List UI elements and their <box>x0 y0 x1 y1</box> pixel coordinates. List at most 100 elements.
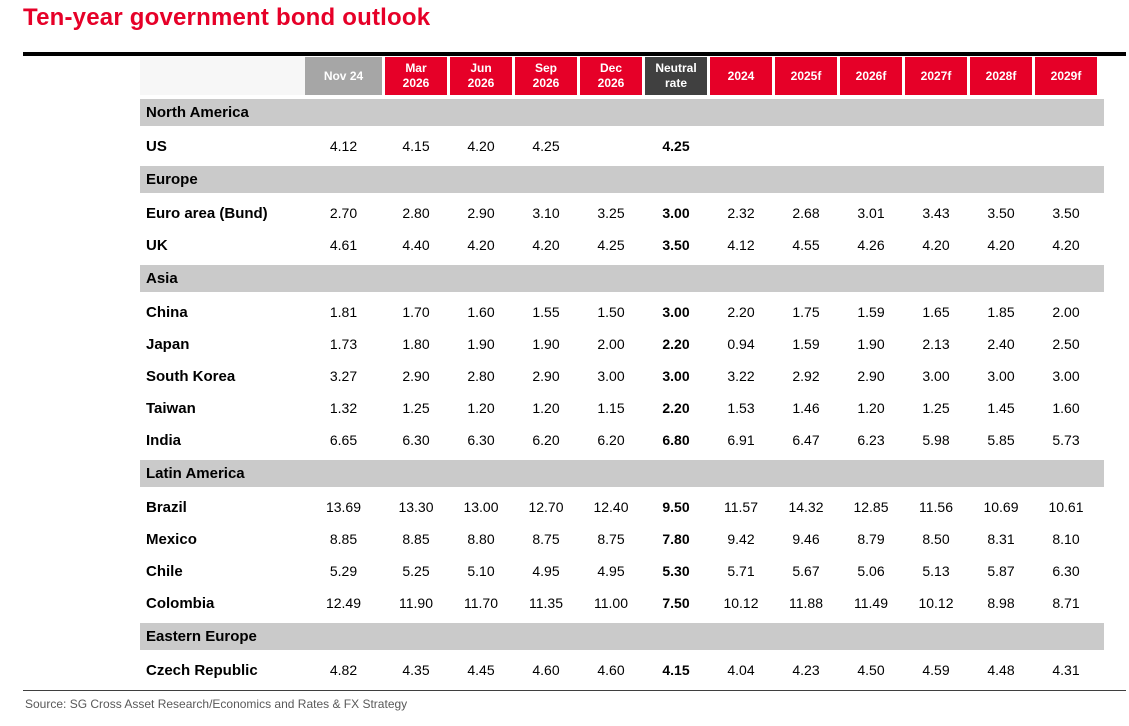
value-cell: 8.80 <box>467 531 495 547</box>
value-cell: 5.87 <box>987 563 1015 579</box>
value-cell: 6.20 <box>597 432 625 448</box>
region-band: North America <box>140 99 1104 126</box>
value-cell: 6.30 <box>467 432 495 448</box>
table-header-row: Nov 24 Mar 2026 Jun 2026 Sep 2026 Dec 2026 Ne… <box>140 57 1104 95</box>
value-cell: 5.30 <box>662 563 690 579</box>
value-cell: 2.70 <box>329 205 358 221</box>
value-cell: 3.27 <box>329 368 358 384</box>
value-cell: 14.32 <box>788 499 824 515</box>
value-cell: 3.00 <box>922 368 950 384</box>
value-cell: 8.50 <box>922 531 950 547</box>
table-row: Brazil 13.69 13.30 13.00 12.70 12.40 9.50 11.57… <box>140 491 1104 523</box>
source-note: Source: SG Cross Asset Research/Economic… <box>25 697 408 711</box>
table-row: Euro area (Bund) 2.70 2.80 2.90 3.10 3.25 3.00… <box>140 197 1104 229</box>
value-cell: 4.48 <box>987 662 1015 678</box>
column-header-mar-2026: Mar 2026 <box>385 57 447 95</box>
table-row: Colombia 12.49 11.90 11.70 11.35 11.00 7.50 10.… <box>140 587 1104 619</box>
value-cell: 10.61 <box>1048 499 1084 515</box>
value-cell: 2.20 <box>662 400 690 416</box>
value-cell: 11.88 <box>789 595 823 611</box>
country-label: Taiwan <box>146 399 196 417</box>
column-header-jun-2026: Jun 2026 <box>450 57 512 95</box>
value-cell: 2.50 <box>1052 336 1080 352</box>
value-cell: 1.59 <box>857 304 885 320</box>
column-header-2026f: 2026f <box>840 57 902 95</box>
country-label: Euro area (Bund) <box>146 204 268 222</box>
value-cell: 4.26 <box>857 237 885 253</box>
value-cell: 4.15 <box>662 662 690 678</box>
value-cell: 13.30 <box>398 499 434 515</box>
value-cell: 2.90 <box>857 368 885 384</box>
value-cell: 1.90 <box>857 336 885 352</box>
column-header-2024: 2024 <box>710 57 772 95</box>
value-cell: 4.25 <box>662 138 690 154</box>
value-cell: 12.70 <box>528 499 564 515</box>
value-cell: 8.79 <box>857 531 885 547</box>
value-cell: 3.01 <box>857 205 885 221</box>
title-rule <box>23 52 1126 56</box>
value-cell: 5.25 <box>402 563 430 579</box>
value-cell: 1.32 <box>329 400 358 416</box>
value-cell: 10.69 <box>983 499 1019 515</box>
table-row: US 4.12 4.15 4.20 4.25 4.25 <box>140 130 1104 162</box>
value-cell: 1.85 <box>987 304 1015 320</box>
value-cell: 7.50 <box>662 595 690 611</box>
value-cell: 13.00 <box>463 499 499 515</box>
country-label: Chile <box>146 562 183 580</box>
value-cell: 3.00 <box>662 205 690 221</box>
region-band: Latin America <box>140 460 1104 487</box>
value-cell: 3.50 <box>1052 205 1080 221</box>
country-label: Brazil <box>146 498 187 516</box>
region-band: Eastern Europe <box>140 623 1104 650</box>
country-label: China <box>146 303 188 321</box>
table-row: Taiwan 1.32 1.25 1.20 1.20 1.15 2.20 1.53 1.46 1.… <box>140 392 1104 424</box>
value-cell: 12.40 <box>593 499 629 515</box>
country-label: UK <box>146 236 168 254</box>
value-cell: 1.60 <box>1052 400 1080 416</box>
value-cell: 1.46 <box>792 400 820 416</box>
value-cell: 1.25 <box>922 400 950 416</box>
value-cell: 4.35 <box>402 662 430 678</box>
value-cell: 8.10 <box>1052 531 1080 547</box>
value-cell: 2.68 <box>792 205 820 221</box>
value-cell: 2.13 <box>922 336 950 352</box>
value-cell: 8.85 <box>402 531 430 547</box>
value-cell: 4.25 <box>532 138 560 154</box>
table-row: Chile 5.29 5.25 5.10 4.95 4.95 5.30 5.71 5.67 5.0… <box>140 555 1104 587</box>
value-cell: 11.90 <box>399 595 433 611</box>
value-cell: 6.23 <box>857 432 885 448</box>
value-cell: 8.98 <box>987 595 1015 611</box>
region-band: Asia <box>140 265 1104 292</box>
column-header-sep-2026: Sep 2026 <box>515 57 577 95</box>
value-cell: 11.57 <box>724 499 758 515</box>
value-cell: 3.25 <box>597 205 625 221</box>
value-cell: 2.00 <box>597 336 625 352</box>
value-cell: 5.13 <box>922 563 950 579</box>
value-cell: 4.04 <box>727 662 755 678</box>
value-cell: 3.00 <box>1052 368 1080 384</box>
country-label: Mexico <box>146 530 197 548</box>
value-cell: 1.45 <box>987 400 1015 416</box>
value-cell: 2.80 <box>467 368 495 384</box>
value-cell: 3.10 <box>532 205 560 221</box>
value-cell: 2.20 <box>727 304 755 320</box>
value-cell: 4.12 <box>727 237 755 253</box>
value-cell: 2.90 <box>402 368 430 384</box>
value-cell: 1.20 <box>857 400 885 416</box>
value-cell: 9.46 <box>792 531 820 547</box>
value-cell: 6.91 <box>727 432 755 448</box>
value-cell: 2.90 <box>467 205 495 221</box>
value-cell: 8.75 <box>532 531 560 547</box>
value-cell: 6.30 <box>402 432 430 448</box>
value-cell: 11.56 <box>919 499 953 515</box>
value-cell: 12.85 <box>853 499 889 515</box>
table-row: UK 4.61 4.40 4.20 4.20 4.25 3.50 4.12 4.55 4.26 4.… <box>140 229 1104 261</box>
table-body: North America US 4.12 4.15 4.20 4.25 4.25 Europ… <box>140 99 1104 686</box>
value-cell: 1.81 <box>329 304 358 320</box>
value-cell: 4.60 <box>532 662 560 678</box>
value-cell: 3.00 <box>987 368 1015 384</box>
value-cell: 4.60 <box>597 662 625 678</box>
value-cell: 1.59 <box>792 336 820 352</box>
value-cell: 5.10 <box>467 563 495 579</box>
value-cell: 4.25 <box>597 237 625 253</box>
